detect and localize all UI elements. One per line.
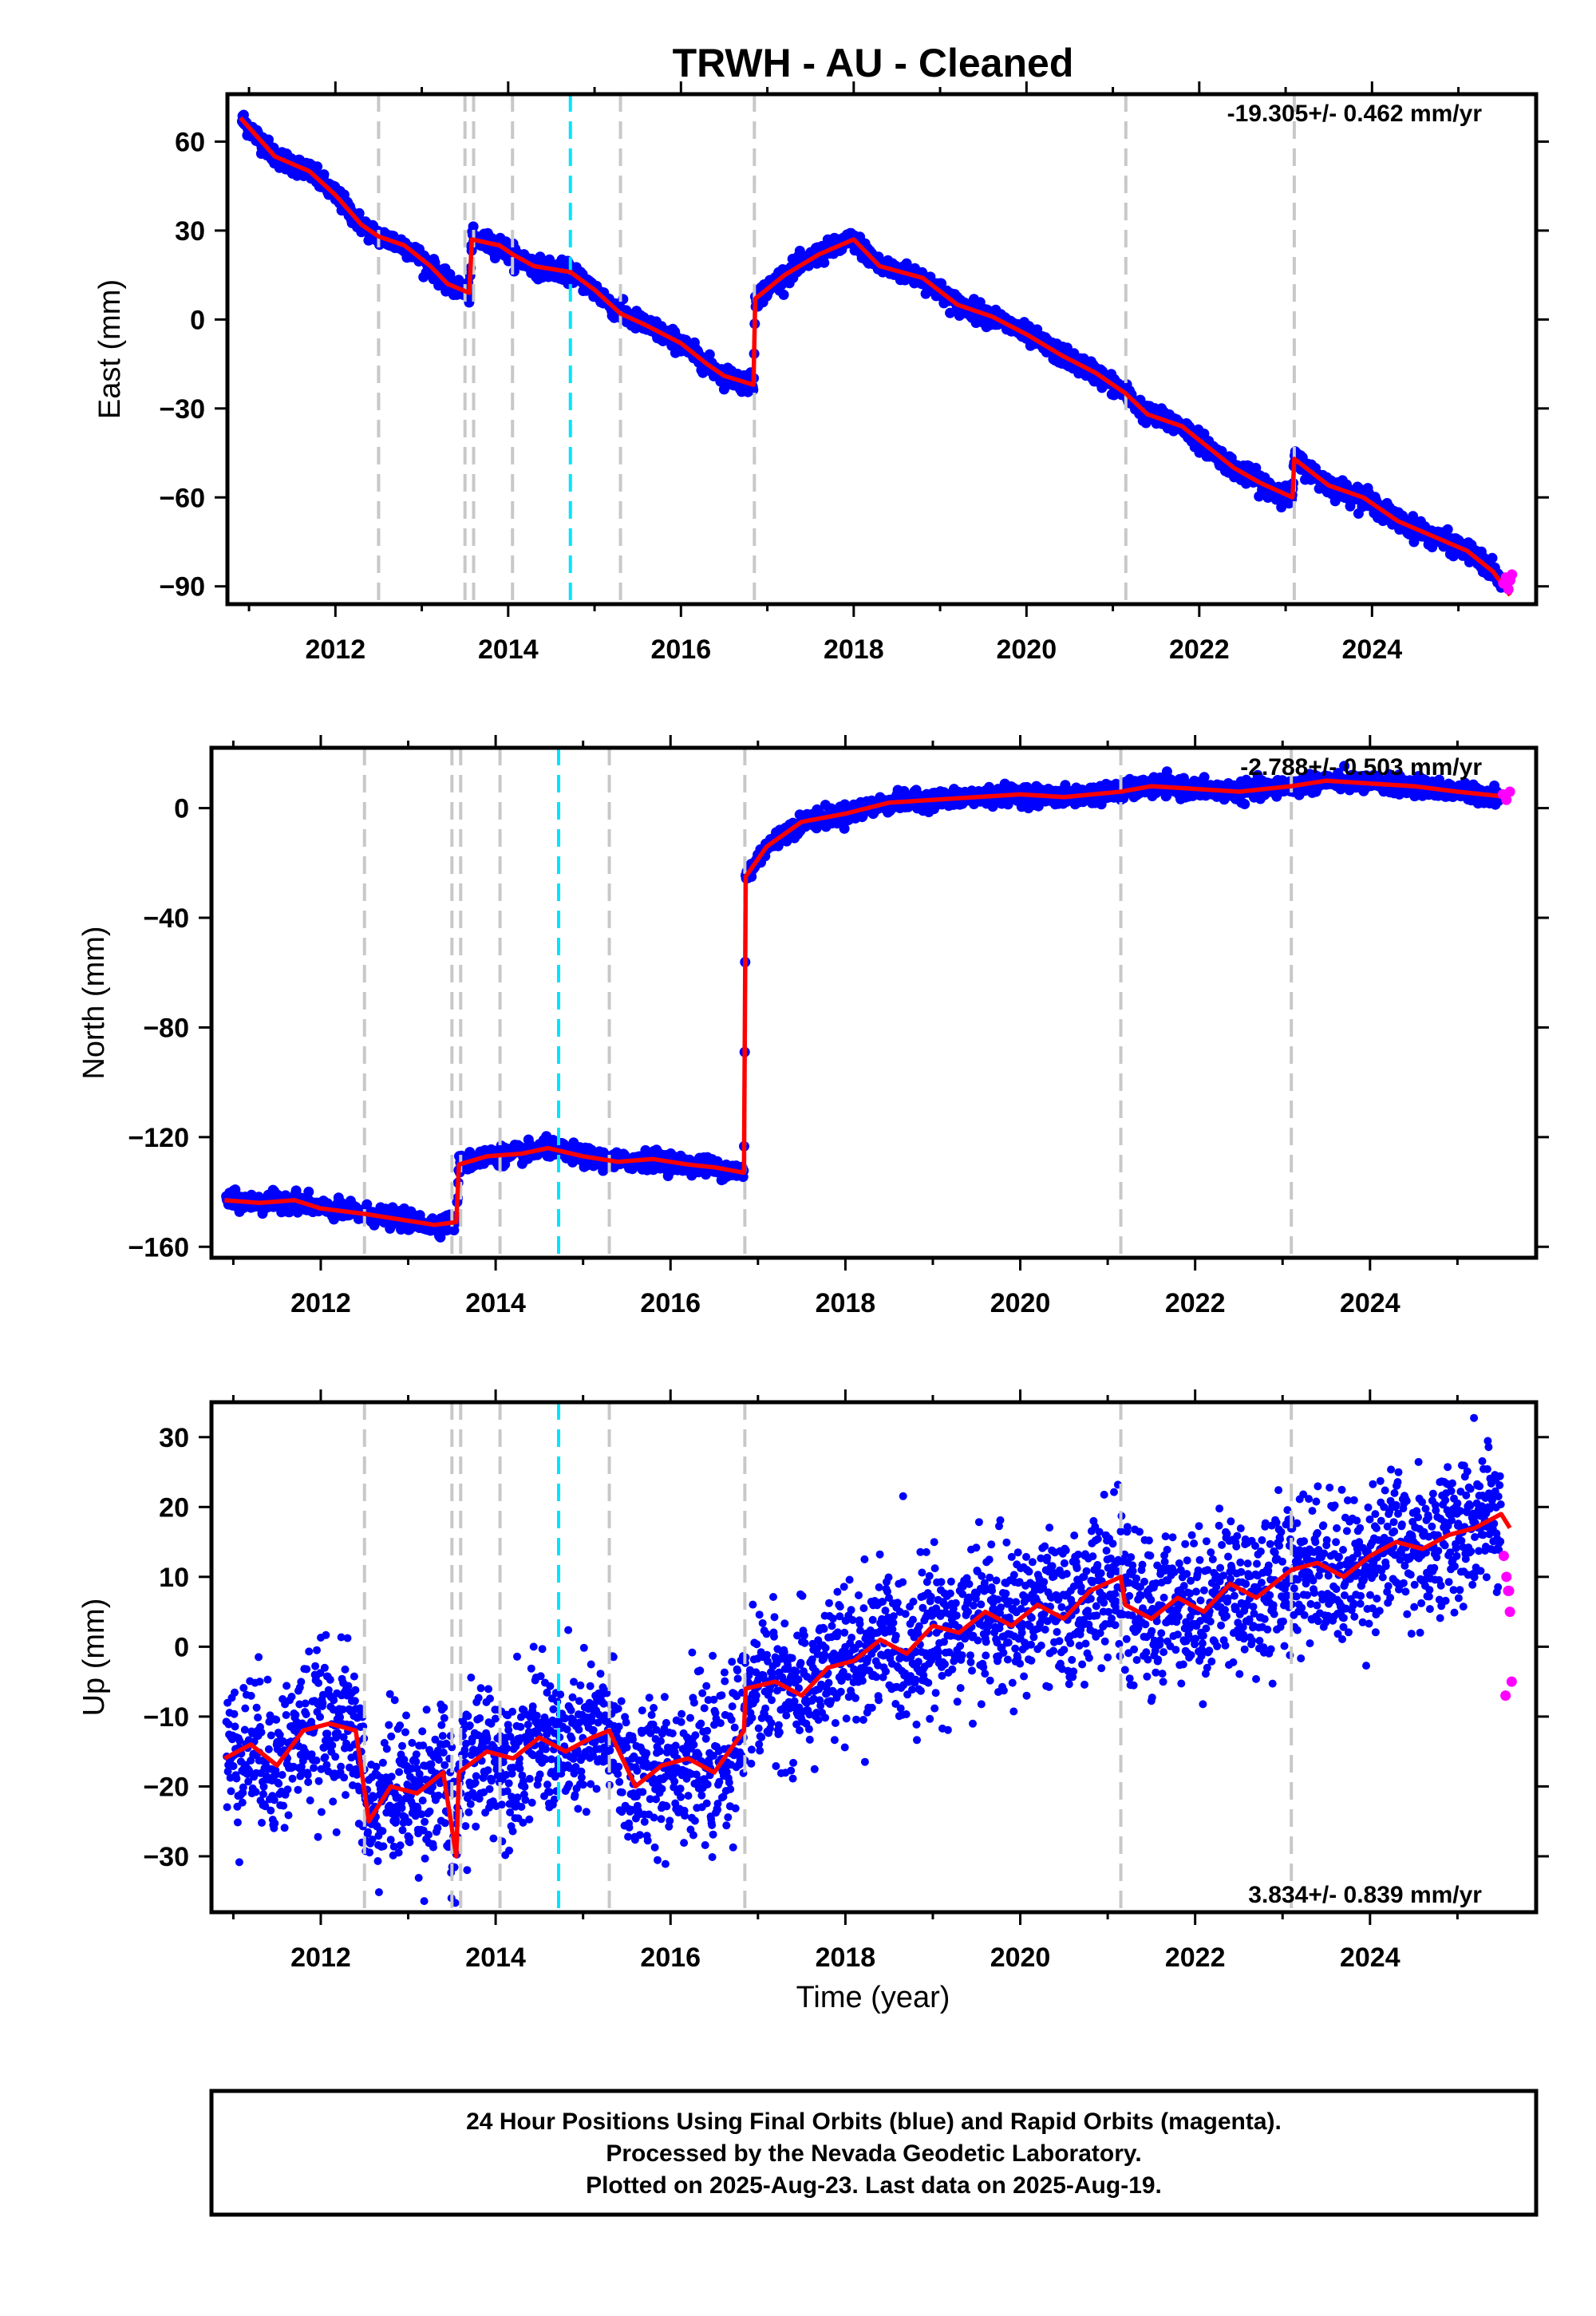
north-final-point bbox=[839, 823, 850, 834]
east-final-point bbox=[819, 257, 830, 268]
east-y-axis-label: East (mm) bbox=[93, 279, 127, 419]
north-panel: 2012 2014 2016 2018 2020 2022 20240−40−80−120−… bbox=[77, 735, 1549, 1318]
chart-title: TRWH - AU - Cleaned bbox=[673, 41, 1074, 85]
east-x-tick-label: 2014 bbox=[478, 634, 539, 665]
north-final-orbit-points bbox=[221, 761, 1506, 1243]
east-final-point bbox=[901, 258, 912, 269]
east-final-point bbox=[778, 289, 789, 300]
north-final-point bbox=[230, 1184, 241, 1196]
north-x-tick-label: 2016 bbox=[640, 1288, 701, 1318]
north-x-tick-label: 2024 bbox=[1340, 1288, 1400, 1318]
east-x-tick-label: 2024 bbox=[1342, 634, 1403, 665]
north-x-tick-label: 2020 bbox=[990, 1288, 1051, 1318]
north-final-point bbox=[1339, 761, 1350, 772]
north-final-point bbox=[303, 1186, 314, 1197]
east-x-tick-label: 2022 bbox=[1169, 634, 1230, 665]
east-rate-label: -19.305+/- 0.462 mm/yr bbox=[1227, 101, 1483, 127]
east-final-point bbox=[318, 169, 330, 180]
north-x-tick-label: 2012 bbox=[290, 1288, 351, 1318]
east-final-point bbox=[1408, 511, 1419, 522]
east-final-point bbox=[312, 161, 323, 172]
east-plot-frame bbox=[225, 92, 1539, 607]
east-event-lines bbox=[377, 94, 1296, 604]
east-rapid-point bbox=[1507, 569, 1518, 580]
north-x-tick-label: 2018 bbox=[816, 1288, 876, 1318]
east-final-point bbox=[748, 385, 759, 395]
north-final-point bbox=[1239, 799, 1250, 809]
north-final-point bbox=[1199, 772, 1210, 783]
east-final-orbit-points bbox=[236, 109, 1507, 593]
north-model-line bbox=[224, 778, 1511, 1227]
north-plot-frame bbox=[209, 745, 1539, 1260]
east-y-tick-label: −60 bbox=[159, 483, 205, 513]
east-model-line bbox=[239, 116, 1512, 597]
east-final-point bbox=[354, 207, 365, 219]
north-x-tick-label: 2014 bbox=[465, 1288, 526, 1318]
east-x-tick-label: 2012 bbox=[305, 634, 365, 665]
north-rapid-point bbox=[1501, 794, 1512, 805]
east-x-tick-label: 2016 bbox=[650, 634, 711, 665]
east-panel: 2012 2014 2016 2018 2020 2022 2024 60 30 0 −30 −60 −… bbox=[93, 81, 1549, 665]
east-y-tick-label: 60 bbox=[175, 127, 205, 157]
east-x-tick-label: 2020 bbox=[996, 634, 1057, 665]
east-axes: 2012 2014 2016 2018 2020 2022 2024 60 30 0 −30 −60 −… bbox=[159, 81, 1549, 665]
east-x-tick-label: 2018 bbox=[824, 634, 884, 665]
north-rapid-point bbox=[1504, 786, 1515, 797]
east-rapid-orbit-points bbox=[1498, 569, 1518, 595]
east-final-point bbox=[1487, 552, 1498, 563]
east-y-tick-label: −90 bbox=[159, 572, 205, 603]
east-y-tick-label: −30 bbox=[159, 394, 205, 425]
north-x-tick-label: 2022 bbox=[1165, 1288, 1226, 1318]
east-y-tick-label: 30 bbox=[175, 216, 205, 247]
north-axes: 2012 2014 2016 2018 2020 2022 20240−40−80−120−… bbox=[128, 735, 1549, 1318]
east-rapid-point bbox=[1503, 583, 1514, 595]
east-final-point bbox=[468, 221, 479, 232]
north-rapid-orbit-points bbox=[1497, 786, 1515, 805]
east-model-polyline bbox=[239, 116, 1512, 597]
east-final-point bbox=[1442, 524, 1453, 535]
north-model-polyline bbox=[224, 778, 1511, 1227]
east-y-tick-label: 0 bbox=[190, 305, 205, 335]
east-final-point bbox=[704, 349, 715, 360]
